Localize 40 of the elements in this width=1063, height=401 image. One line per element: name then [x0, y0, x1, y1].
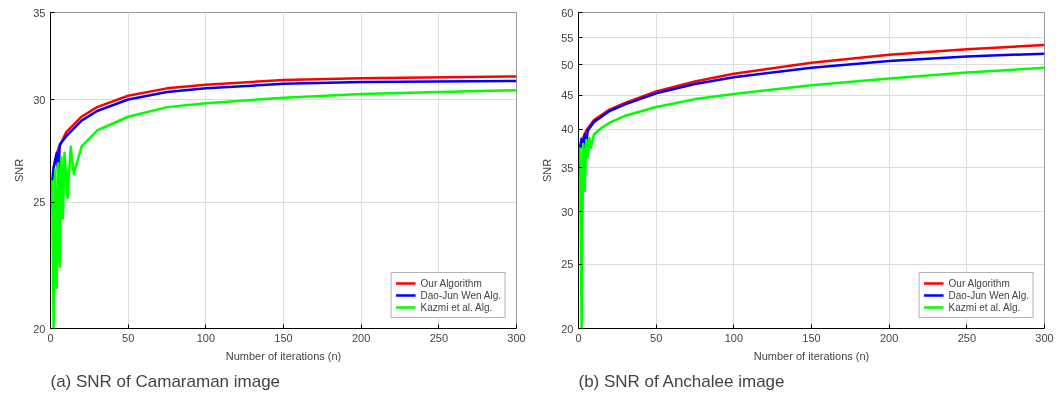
x-tick-label: 150	[802, 331, 821, 344]
x-tick-label: 200	[351, 331, 371, 344]
y-tick-label: 50	[561, 58, 574, 71]
x-tick-label: 0	[47, 331, 54, 344]
y-tick-label: 30	[561, 205, 574, 218]
x-tick-label: 0	[575, 331, 582, 344]
x-tick-label: 300	[1035, 331, 1054, 344]
legend-label: Dao-Jun Wen Alg.	[948, 289, 1029, 301]
y-tick-label: 35	[33, 6, 46, 19]
y-axis-title: SNR	[13, 158, 26, 183]
legend-label: Kazmi et al. Alg.	[948, 301, 1021, 313]
text: (a) SNR of Camaraman image	[50, 371, 281, 391]
line-series	[581, 43, 1045, 140]
x-tick-label: 150	[274, 331, 293, 344]
y-tick-label: 20	[33, 322, 46, 335]
x-tick-label: 50	[650, 331, 663, 344]
y-tick-label: 20	[561, 322, 574, 335]
legend-label: Kazmi et al. Alg.	[420, 301, 493, 313]
legend-label: Dao-Jun Wen Alg.	[420, 289, 501, 301]
x-tick-label: 200	[879, 331, 899, 344]
y-tick-label: 30	[33, 93, 46, 106]
legend-label: Our Algorithm	[420, 277, 482, 289]
x-tick-label: 100	[196, 331, 216, 344]
y-tick-label: 40	[561, 123, 574, 136]
y-tick-label: 25	[561, 258, 574, 271]
x-tick-label: 250	[957, 331, 977, 344]
x-tick-label: 50	[122, 331, 135, 344]
x-axis-title: Number of iterations (n)	[225, 349, 342, 362]
y-tick-label: 55	[561, 31, 574, 44]
x-tick-label: 250	[429, 331, 449, 344]
y-tick-label: 45	[561, 89, 574, 102]
y-tick-label: 35	[561, 161, 574, 174]
legend-label: Our Algorithm	[948, 277, 1010, 289]
x-axis-title: Number of iterations (n)	[753, 349, 870, 362]
y-tick-label: 60	[561, 6, 574, 19]
text: (b) SNR of Anchalee image	[578, 371, 785, 391]
y-tick-label: 25	[33, 196, 46, 209]
x-tick-label: 100	[724, 331, 744, 344]
y-axis-title: SNR	[541, 158, 554, 183]
x-tick-label: 300	[507, 331, 526, 344]
